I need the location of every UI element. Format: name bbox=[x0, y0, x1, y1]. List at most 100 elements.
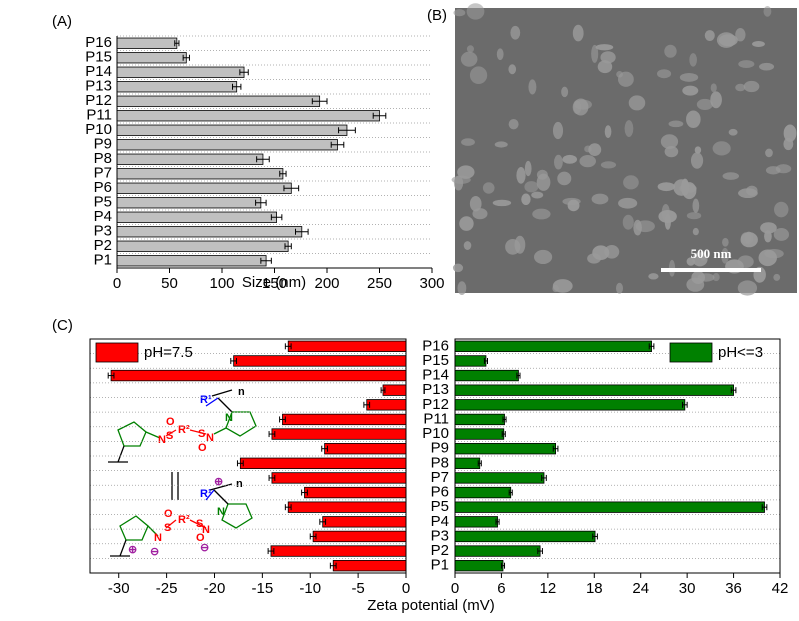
particle bbox=[765, 148, 773, 158]
error-bar bbox=[182, 54, 190, 61]
error-bar bbox=[260, 257, 272, 264]
bar bbox=[366, 399, 407, 411]
chem-label: S bbox=[196, 518, 203, 530]
bar bbox=[116, 240, 289, 252]
category-label: P6 bbox=[431, 484, 449, 501]
x-tick-label: 36 bbox=[725, 580, 742, 597]
particle bbox=[457, 281, 467, 296]
particle bbox=[508, 118, 519, 130]
chem-label: O bbox=[198, 442, 207, 454]
chem-label: N bbox=[154, 532, 162, 544]
particle bbox=[482, 182, 495, 194]
particle bbox=[528, 79, 537, 95]
bar bbox=[116, 81, 238, 93]
particle bbox=[466, 45, 474, 53]
particle bbox=[461, 138, 475, 146]
particle bbox=[521, 193, 531, 206]
particle bbox=[773, 273, 781, 281]
category-label: P7 bbox=[94, 165, 112, 182]
category-label: P11 bbox=[86, 107, 112, 124]
particle bbox=[514, 235, 526, 254]
scale-bar-label: 500 nm bbox=[691, 246, 732, 261]
category-label: P14 bbox=[85, 63, 112, 80]
particle bbox=[783, 137, 794, 151]
error-bar bbox=[495, 518, 500, 525]
error-bar bbox=[592, 533, 598, 540]
bar bbox=[332, 560, 407, 572]
particle bbox=[588, 143, 602, 157]
bar bbox=[454, 413, 505, 426]
particle bbox=[735, 28, 746, 42]
bar bbox=[116, 52, 187, 64]
particle bbox=[712, 141, 731, 156]
category-label: P4 bbox=[431, 513, 449, 530]
particle bbox=[728, 128, 738, 136]
category-label: P10 bbox=[422, 425, 449, 442]
particle bbox=[764, 248, 784, 259]
error-bar bbox=[295, 228, 309, 235]
bar bbox=[312, 530, 407, 543]
bar bbox=[454, 472, 545, 484]
particle bbox=[524, 160, 532, 177]
particle bbox=[536, 173, 551, 191]
particle bbox=[552, 121, 564, 140]
particle bbox=[686, 110, 701, 129]
category-label: P5 bbox=[431, 498, 449, 515]
error-bar bbox=[329, 562, 337, 569]
chem-label: S bbox=[166, 430, 173, 442]
category-label: P9 bbox=[94, 136, 112, 153]
particle bbox=[692, 252, 708, 267]
chem-label: ⊖ bbox=[200, 542, 209, 554]
bar bbox=[324, 443, 407, 455]
chem-label: N bbox=[206, 432, 214, 444]
chem-label: N bbox=[225, 412, 233, 424]
bar bbox=[116, 37, 178, 49]
legend-swatch bbox=[669, 342, 713, 363]
scale-bar bbox=[661, 268, 761, 272]
x-tick-label: 50 bbox=[161, 275, 178, 292]
bar bbox=[382, 384, 407, 396]
error-bar bbox=[730, 387, 737, 394]
particle bbox=[591, 44, 599, 63]
error-bar bbox=[380, 387, 386, 394]
bar bbox=[239, 457, 407, 469]
error-bar bbox=[107, 372, 115, 379]
bar bbox=[454, 369, 519, 382]
category-label: P11 bbox=[423, 410, 449, 427]
particle bbox=[694, 146, 702, 154]
error-bar bbox=[232, 83, 242, 90]
x-axis-label: Zeta potential (mV) bbox=[367, 597, 495, 614]
error-bar bbox=[284, 504, 292, 511]
chem-label: S bbox=[198, 428, 205, 440]
bar bbox=[454, 443, 556, 455]
x-tick-label: 18 bbox=[586, 580, 603, 597]
category-label: P10 bbox=[85, 121, 112, 138]
particle bbox=[463, 241, 472, 250]
particle bbox=[600, 161, 617, 169]
category-label: P16 bbox=[85, 34, 112, 51]
error-bar bbox=[255, 199, 267, 206]
bar bbox=[454, 486, 512, 499]
error-bar bbox=[537, 548, 543, 555]
error-bar bbox=[516, 372, 521, 379]
bar bbox=[454, 355, 487, 367]
chem-label: R² bbox=[178, 514, 190, 526]
chem-label: R¹ bbox=[200, 488, 212, 500]
particle bbox=[783, 124, 797, 142]
error-bar bbox=[268, 474, 276, 481]
error-bar bbox=[363, 401, 371, 408]
bar bbox=[116, 168, 284, 180]
panel-label: (B) bbox=[427, 7, 447, 24]
error-bar bbox=[648, 343, 655, 350]
category-label: P9 bbox=[431, 440, 449, 457]
particle bbox=[534, 249, 553, 265]
error-bar bbox=[270, 214, 283, 221]
particle bbox=[508, 64, 517, 75]
x-tick-label: -5 bbox=[351, 580, 364, 597]
particle bbox=[738, 60, 755, 69]
panel-label: (A) bbox=[52, 13, 72, 30]
bar bbox=[322, 516, 407, 528]
x-tick-label: 42 bbox=[772, 580, 789, 597]
particle bbox=[552, 284, 559, 293]
